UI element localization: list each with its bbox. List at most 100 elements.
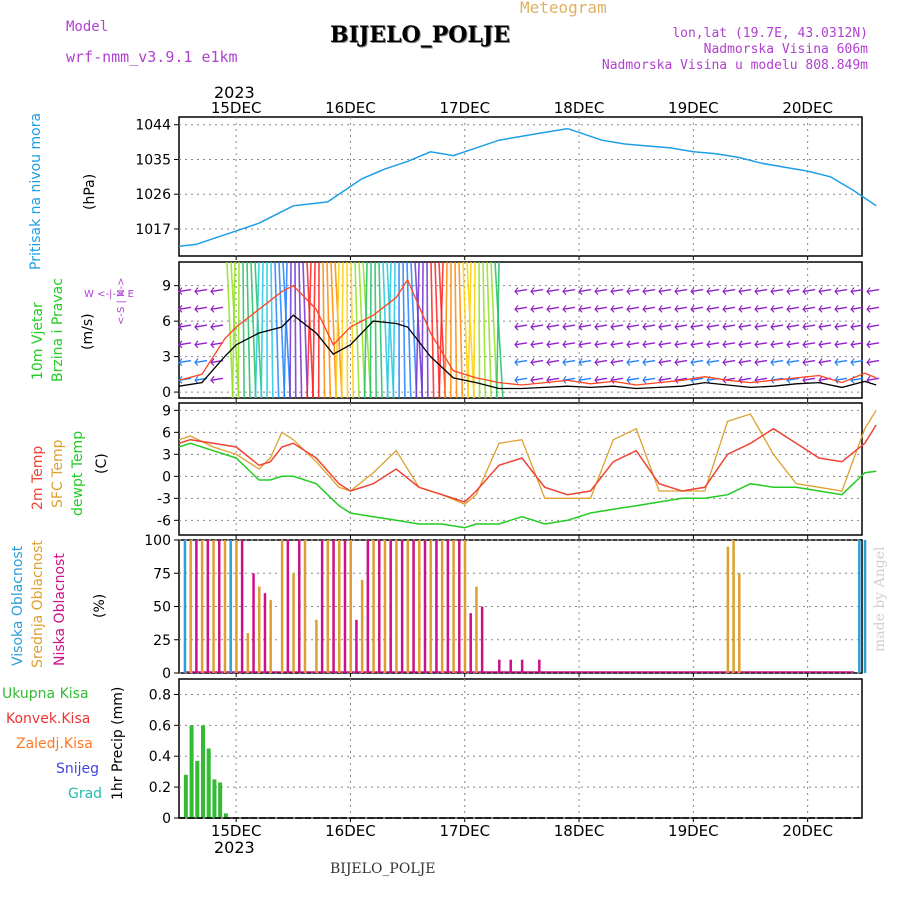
wind-arrow [818,342,832,346]
wind-arrow [706,324,720,328]
cloud-low-bar [378,540,381,673]
wind-arrow [312,261,316,399]
cloud-mid-bar [475,586,478,673]
wind-arrow [786,324,800,328]
legend-frz: Zaledj.Kisa [16,736,93,752]
cloud-low-bar [446,540,450,673]
wind-arrow-head [594,340,599,349]
wind-arrow-head [530,304,535,313]
wind-arrow [754,342,768,346]
wind-arrow-head [546,322,551,331]
wind-arrow [690,288,704,293]
wind-arrow-head [802,340,807,349]
y-tick-label: 6 [162,314,171,330]
y-tick-label: 3 [162,447,171,463]
wind-arrow [274,261,280,399]
wind-arrow [454,261,458,399]
wind-arrow [738,306,752,310]
wind-arrow [178,324,192,328]
wind-arrow-head [562,358,567,366]
wind-arrow-head [610,375,615,384]
x-tick-label-top: 16DEC [325,99,376,117]
wind-arrow-head [194,375,199,384]
wind-arrow [722,306,736,310]
cloud-mid-bar [200,540,204,673]
wind-arrow [306,261,312,399]
wind-arrow-head [642,375,647,384]
wind-arrow [626,288,640,293]
cloud-mid-bar [349,540,352,673]
wind-arrow [562,342,576,346]
wind-arrow [866,342,880,346]
wind-arrow [434,261,441,399]
wind-arrow-head [626,304,631,313]
wind-arrow-head [738,287,743,295]
wind-arrow [754,324,768,328]
wind-arrow [802,377,816,381]
cloud-mid-bar [406,540,410,673]
wind-arrow [674,324,688,328]
wind-arrow-head [594,375,599,384]
wind-arrow-head [754,322,759,331]
wind-arrow-head [674,322,679,331]
wind-arrow-head [210,304,215,313]
wind-arrow-head [546,358,551,366]
wind-arrow-head [866,358,871,366]
wind-arrow [546,377,560,381]
cloud-mid-bar [463,540,467,673]
wind-arrow [242,261,245,399]
y-tick-label: 0.2 [149,780,171,796]
wind-arrow-head [642,340,647,349]
wind-arrow-head [626,322,631,331]
wind-arrow-head [178,322,183,331]
wind-arrow [530,377,544,381]
wind-arrow [786,306,800,310]
cloud-low-bar [286,540,290,673]
wind-arrow-head [562,304,567,313]
cloud-mid-bar [269,599,272,673]
cloud-mid-bar [223,540,227,673]
wind-arrow [410,261,418,399]
wind-arrow [237,261,240,399]
wind-arrow [850,359,864,364]
wind-arrow [282,261,292,399]
wind-arrow-head [818,340,823,349]
wind-arrow-head [834,340,839,349]
wind-arrow [250,261,257,399]
precip-bar [201,725,206,818]
wind-arrow [770,324,784,328]
wind-arrow-head [802,287,807,295]
wind-arrow [494,261,504,399]
wind-arrow-head [690,322,695,331]
wind-arrow [738,324,752,328]
wind-arrow [421,261,424,399]
wind-arrow-head [514,340,519,349]
wind-arrow-head [690,358,695,366]
wind-arrow [178,306,192,310]
wind-arrow-head [594,322,599,331]
wind-arrow-head [786,358,791,366]
wind-arrow [674,359,688,364]
wind-arrow [490,261,498,399]
y-tick-label: 0 [162,385,171,401]
wind-arrow-head [626,375,631,384]
wind-arrow-head [770,322,775,331]
wind-arrow [426,261,429,399]
wind-arrow-head [530,358,535,366]
wind-arrow-head [834,304,839,313]
wind-arrow [642,359,656,364]
wind-arrow [194,324,208,328]
year-top: 2023 [214,83,255,102]
wind-arrow [194,359,208,364]
wind-arrow [438,261,444,399]
cloud-mid-bar [258,586,261,673]
wind-arrow [834,306,848,310]
cloud-low-bar [366,540,370,673]
wind-arrow-head [802,304,807,313]
cloud-high-bar [183,540,187,673]
meteogram-title: Meteogram [520,0,607,17]
wind-arrow-head [610,322,615,331]
wind-arrow [254,261,263,399]
wind-arrow-head [674,287,679,295]
legend-snow: Snijeg [56,761,100,777]
